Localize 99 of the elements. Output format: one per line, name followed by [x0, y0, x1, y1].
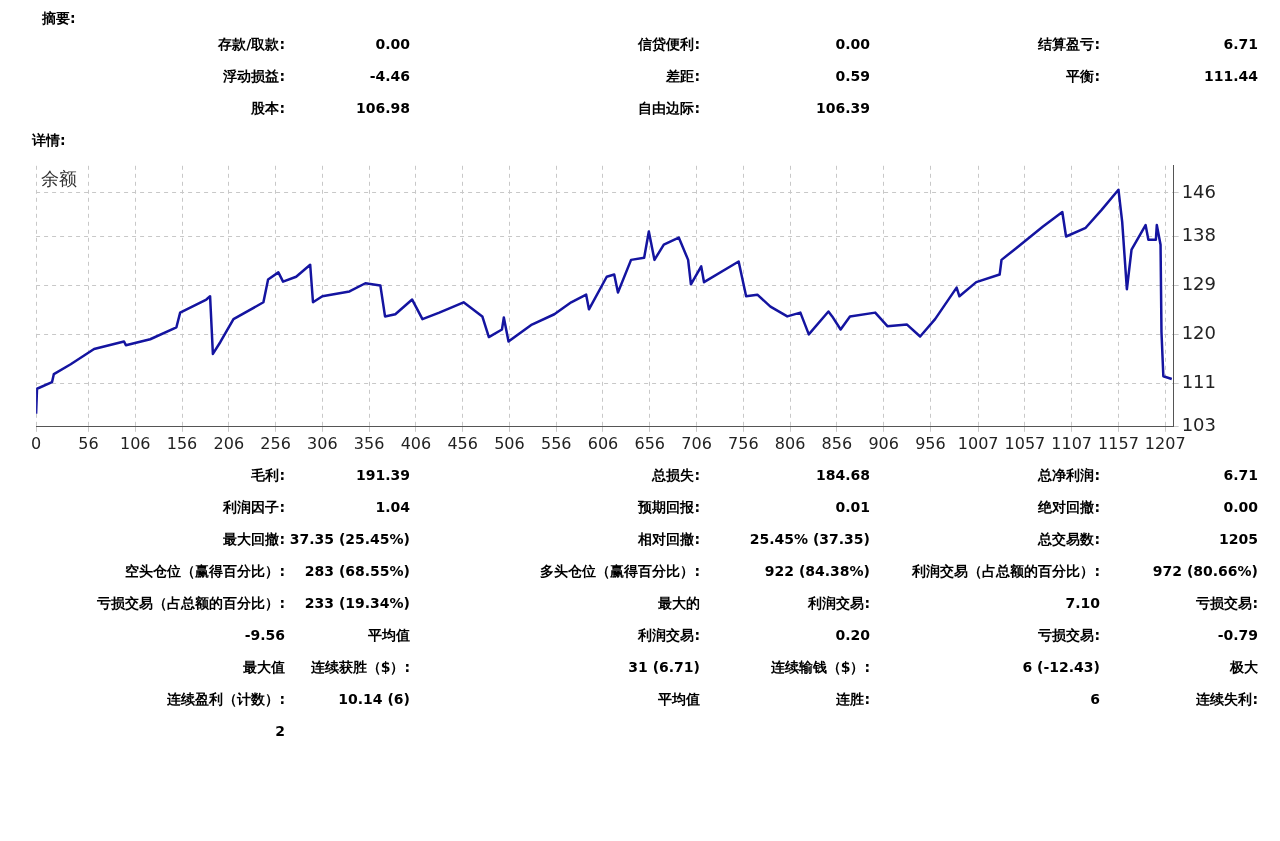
x-tick-label: 456	[447, 433, 478, 453]
text: 亏损交易:	[1195, 595, 1258, 613]
text: 信贷便利:	[637, 36, 700, 54]
text: 总交易数:	[1036, 531, 1100, 549]
text: 2	[274, 723, 285, 739]
text: 极大	[1229, 659, 1258, 677]
x-tick-label: 556	[540, 433, 572, 453]
text: 自由边际:	[637, 100, 700, 118]
text: 亏损交易（占总额的百分比）:	[96, 595, 285, 613]
x-tick-label: 506	[494, 433, 525, 453]
text: 106.39	[814, 100, 870, 118]
text: 差距:	[665, 68, 700, 86]
text: 106.98	[354, 100, 410, 118]
text: 0.00	[1222, 499, 1258, 517]
text: 6 (-12.43)	[1021, 659, 1100, 677]
text: 0.20	[834, 627, 870, 645]
text: 浮动损益:	[222, 68, 285, 86]
text: 绝对回撤:	[1037, 499, 1100, 517]
x-tick-label: 1207	[1144, 433, 1186, 453]
x-tick-label: 1107	[1051, 433, 1093, 453]
x-tick-label: 0	[31, 433, 42, 453]
text: 连续输钱（$）:	[769, 659, 870, 677]
text: 6	[1089, 691, 1100, 709]
text: 总损失:	[650, 467, 700, 485]
text: 空头仓位（赢得百分比）:	[124, 563, 285, 581]
text: 连胜:	[835, 691, 870, 709]
text: 存款/取款:	[217, 36, 285, 54]
x-tick-label: 1157	[1098, 433, 1139, 453]
y-tick-label: 111	[1181, 370, 1216, 392]
text: 25.45% (37.35)	[748, 531, 870, 549]
text: 7.10	[1064, 595, 1100, 613]
text: 922 (84.38%)	[763, 563, 870, 581]
x-tick-label: 806	[774, 433, 806, 453]
text: -0.79	[1216, 627, 1258, 645]
text: 37.35 (25.45%)	[288, 531, 410, 549]
x-tick-label: 656	[634, 433, 666, 453]
text: 1205	[1218, 531, 1258, 549]
text: 10.14 (6)	[337, 691, 410, 709]
x-tick-label: 156	[166, 433, 198, 453]
x-tick-label: 906	[868, 433, 899, 453]
text: 最大值	[242, 659, 285, 677]
text: 平均值	[657, 691, 700, 709]
chart-title: 详情:	[32, 132, 67, 150]
text: 利润交易:	[637, 627, 700, 645]
text: 最大的	[657, 595, 700, 613]
text: 最大回撤:	[222, 531, 285, 549]
text: 191.39	[354, 467, 410, 485]
text: 0.01	[834, 499, 870, 517]
text: 平衡:	[1065, 68, 1100, 86]
text: 预期回报:	[636, 499, 700, 517]
text: 连续获胜（$）:	[309, 659, 410, 677]
text: 0.59	[834, 68, 870, 86]
text: 连续盈利（计数）:	[166, 691, 285, 709]
text: 283 (68.55%)	[303, 563, 410, 581]
text: 31 (6.71)	[627, 659, 700, 677]
x-tick-label: 56	[78, 433, 99, 453]
x-tick-label: 856	[821, 433, 853, 453]
text: 摘要:	[42, 10, 77, 28]
x-tick-label: 256	[260, 433, 291, 453]
y-tick-label: 146	[1181, 180, 1216, 202]
text: 利润因子:	[222, 499, 285, 517]
x-tick-label: 406	[400, 433, 432, 453]
x-tick-label: 106	[119, 433, 151, 453]
y-tick-label: 103	[1181, 414, 1216, 436]
chart-subtitle: 余额	[41, 168, 78, 190]
text: 亏损交易:	[1037, 627, 1100, 645]
x-tick-label: 956	[915, 433, 946, 453]
x-tick-label: 306	[307, 433, 338, 453]
text: -9.56	[243, 627, 285, 645]
x-tick-label: 706	[681, 433, 712, 453]
text: 利润交易（占总额的百分比）:	[911, 563, 1100, 581]
text: 股本:	[250, 100, 285, 118]
text: 6.71	[1222, 36, 1258, 54]
text: 总净利润:	[1036, 467, 1100, 485]
y-tick-label: 138	[1181, 224, 1216, 246]
text: 平均值	[367, 627, 410, 645]
y-tick-label: 129	[1181, 273, 1216, 295]
text: 6.71	[1222, 467, 1258, 485]
x-tick-label: 1007	[957, 433, 999, 453]
text: 利润交易:	[807, 595, 870, 613]
text: 多头仓位（赢得百分比）:	[539, 563, 700, 581]
text: 0.00	[834, 36, 870, 54]
text: 0.00	[374, 36, 410, 54]
text: 972 (80.66%)	[1151, 563, 1258, 581]
text: 连续失利:	[1195, 691, 1258, 709]
text: 1.04	[374, 499, 410, 517]
x-tick-label: 606	[587, 433, 619, 453]
x-tick-label: 206	[213, 433, 245, 453]
text: 毛利:	[250, 467, 285, 485]
x-tick-label: 356	[353, 433, 385, 453]
text: 相对回撤:	[637, 531, 700, 549]
text: 233 (19.34%)	[303, 595, 410, 613]
y-tick-label: 120	[1181, 322, 1216, 344]
x-tick-label: 1057	[1004, 433, 1046, 453]
text: 结算盈亏:	[1037, 36, 1100, 54]
text: 111.44	[1202, 68, 1258, 86]
text: 184.68	[814, 467, 870, 485]
x-tick-label: 756	[728, 433, 759, 453]
text: -4.46	[368, 68, 410, 86]
